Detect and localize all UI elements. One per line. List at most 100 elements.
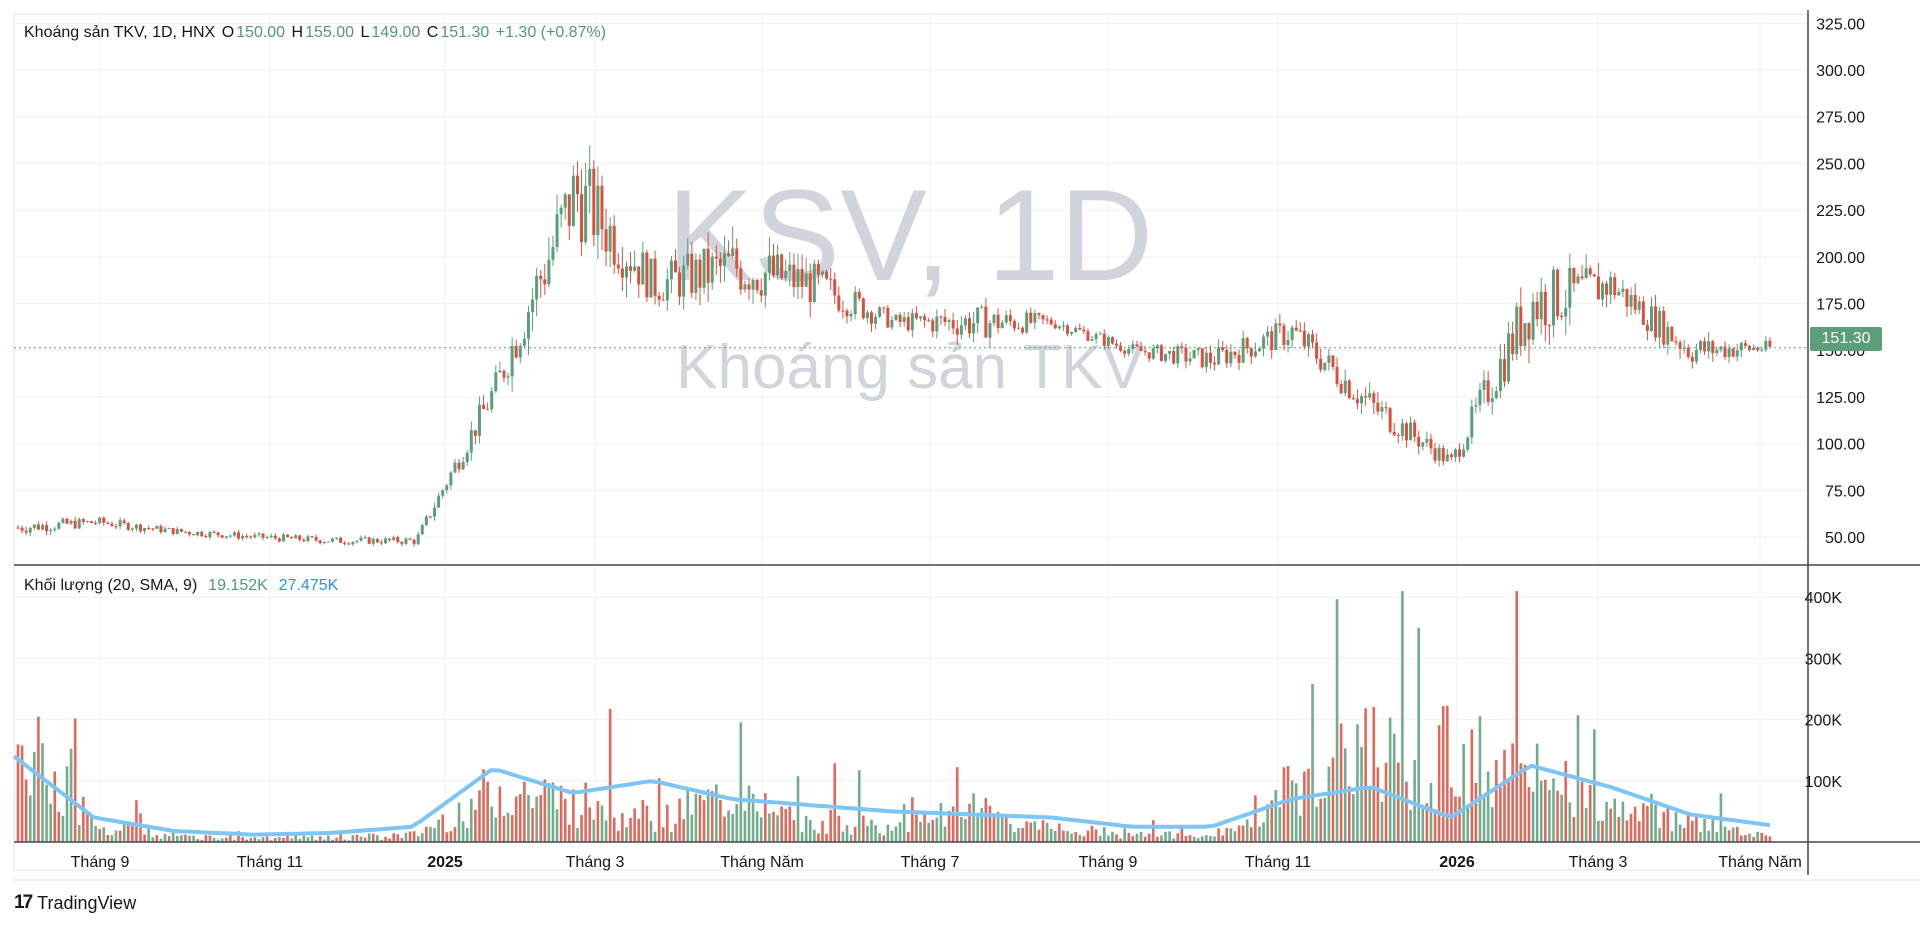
candle <box>1523 322 1527 351</box>
volume-bar <box>841 831 845 842</box>
candle <box>1049 316 1053 326</box>
candle <box>286 534 290 538</box>
candle <box>616 252 620 274</box>
volume-bar <box>686 788 690 842</box>
volume-bar <box>1572 817 1576 842</box>
volume-bar <box>1000 815 1004 842</box>
volume-bar <box>482 769 485 842</box>
candle <box>1323 362 1327 372</box>
candle <box>792 253 796 297</box>
volume-bar <box>82 796 85 842</box>
candle <box>865 309 869 324</box>
volume-bar <box>1352 794 1355 842</box>
volume-bar <box>77 825 81 842</box>
volume-bar <box>1511 743 1514 842</box>
volume-bar <box>1425 803 1429 842</box>
candle <box>800 254 804 299</box>
price-tick-label: 275.00 <box>1816 110 1865 127</box>
volume-bar <box>1037 829 1041 842</box>
volume-bar <box>359 836 363 842</box>
candle <box>1731 347 1735 358</box>
tradingview-brand[interactable]: 17 TradingView <box>14 892 136 914</box>
candle <box>1115 339 1119 349</box>
volume-bar <box>747 785 751 842</box>
candle <box>1670 326 1674 342</box>
candle <box>992 313 996 327</box>
candle <box>1225 344 1229 368</box>
candle <box>914 306 918 320</box>
candle <box>1764 336 1768 353</box>
last-price-tag: 151.30 <box>1810 327 1882 351</box>
candle <box>228 534 232 538</box>
price-axis-ticks[interactable]: 325.00 300.00 275.00 250.00 225.00 200.00 175.… <box>1816 16 1865 547</box>
candle <box>1649 296 1653 332</box>
volume-bar <box>1470 729 1474 842</box>
volume-bar <box>878 833 881 842</box>
candle <box>367 536 371 545</box>
candle <box>972 311 976 343</box>
price-tick-label: 75.00 <box>1825 483 1865 500</box>
time-tick-label: Tháng 7 <box>901 854 960 871</box>
volume-bar <box>1446 705 1449 842</box>
volume-bar <box>1752 837 1755 842</box>
candle <box>1421 441 1425 451</box>
price-tick-label: 225.00 <box>1816 203 1865 220</box>
volume-bar <box>1131 836 1135 842</box>
volume-bar <box>715 784 718 842</box>
candle <box>322 540 326 545</box>
volume-bar <box>833 763 837 842</box>
volume-bar <box>1621 801 1625 842</box>
candle <box>1723 341 1727 360</box>
candle <box>175 526 179 535</box>
volume-bar <box>1274 790 1278 842</box>
candle <box>1474 397 1478 414</box>
volume-bar <box>796 776 800 842</box>
volume-bar <box>1294 783 1298 842</box>
candle <box>1621 279 1625 298</box>
candle <box>1543 284 1547 342</box>
volume-bar <box>1617 816 1621 842</box>
candle <box>751 277 755 304</box>
legend-close-label: C <box>426 24 439 41</box>
volume-bar <box>514 796 518 842</box>
volume-bar <box>486 781 489 842</box>
candle <box>898 312 902 328</box>
volume-bar <box>1462 744 1465 842</box>
candle <box>1413 419 1417 442</box>
volume-bar <box>1482 794 1486 842</box>
candle <box>580 169 584 256</box>
candle <box>94 520 98 526</box>
candle <box>335 537 339 540</box>
candle <box>555 194 559 253</box>
candle <box>706 232 710 303</box>
watermark-ticker: KSV, 1D <box>667 162 1154 308</box>
candle <box>355 540 359 544</box>
candle <box>143 527 147 534</box>
volume-bar <box>915 814 918 842</box>
volume-bar <box>1164 831 1167 842</box>
volume-bar <box>923 810 926 842</box>
candle <box>1351 394 1355 400</box>
candle <box>771 243 775 278</box>
candle <box>1041 314 1045 325</box>
candle <box>200 530 204 538</box>
volume-axis-ticks[interactable]: 400K 300K 200K 100K <box>1805 590 1843 791</box>
candle <box>1511 321 1515 361</box>
volume-bar <box>1601 820 1604 842</box>
candle <box>1102 329 1106 350</box>
volume-bar <box>1699 832 1702 842</box>
volume-bar <box>1707 830 1710 842</box>
time-tick-label: 2025 <box>427 854 463 871</box>
candle <box>649 258 653 298</box>
candle <box>122 518 126 525</box>
candle <box>1453 448 1457 463</box>
time-axis-ticks[interactable]: Tháng 9 Tháng 11 2025 Tháng 3 Tháng Năm Tháng… <box>71 854 1802 871</box>
volume-bar <box>208 835 212 842</box>
candle <box>743 280 747 293</box>
volume-bar <box>457 802 461 842</box>
volume-bar <box>1437 725 1441 842</box>
candle <box>910 308 914 338</box>
candle <box>45 521 49 536</box>
volume-bar <box>1270 800 1274 842</box>
